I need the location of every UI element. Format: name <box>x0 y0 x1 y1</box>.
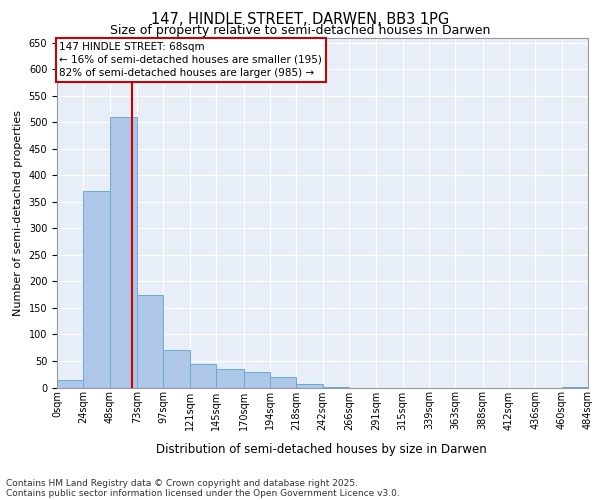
Bar <box>244 372 270 388</box>
Bar <box>137 294 163 388</box>
Bar <box>270 377 296 388</box>
Bar <box>323 387 349 388</box>
Bar <box>83 192 110 388</box>
Text: Distribution of semi-detached houses by size in Darwen: Distribution of semi-detached houses by … <box>155 442 487 456</box>
Text: 147 HINDLE STREET: 68sqm
← 16% of semi-detached houses are smaller (195)
82% of : 147 HINDLE STREET: 68sqm ← 16% of semi-d… <box>59 42 322 78</box>
Text: 147, HINDLE STREET, DARWEN, BB3 1PG: 147, HINDLE STREET, DARWEN, BB3 1PG <box>151 12 449 28</box>
Bar <box>57 380 83 388</box>
Bar <box>216 369 244 388</box>
Bar <box>562 387 588 388</box>
Bar <box>296 384 323 388</box>
Bar <box>163 350 190 388</box>
Text: Size of property relative to semi-detached houses in Darwen: Size of property relative to semi-detach… <box>110 24 490 37</box>
Bar <box>190 364 216 388</box>
Text: Contains public sector information licensed under the Open Government Licence v3: Contains public sector information licen… <box>6 488 400 498</box>
Bar <box>110 117 137 388</box>
Y-axis label: Number of semi-detached properties: Number of semi-detached properties <box>13 110 23 316</box>
Text: Contains HM Land Registry data © Crown copyright and database right 2025.: Contains HM Land Registry data © Crown c… <box>6 478 358 488</box>
